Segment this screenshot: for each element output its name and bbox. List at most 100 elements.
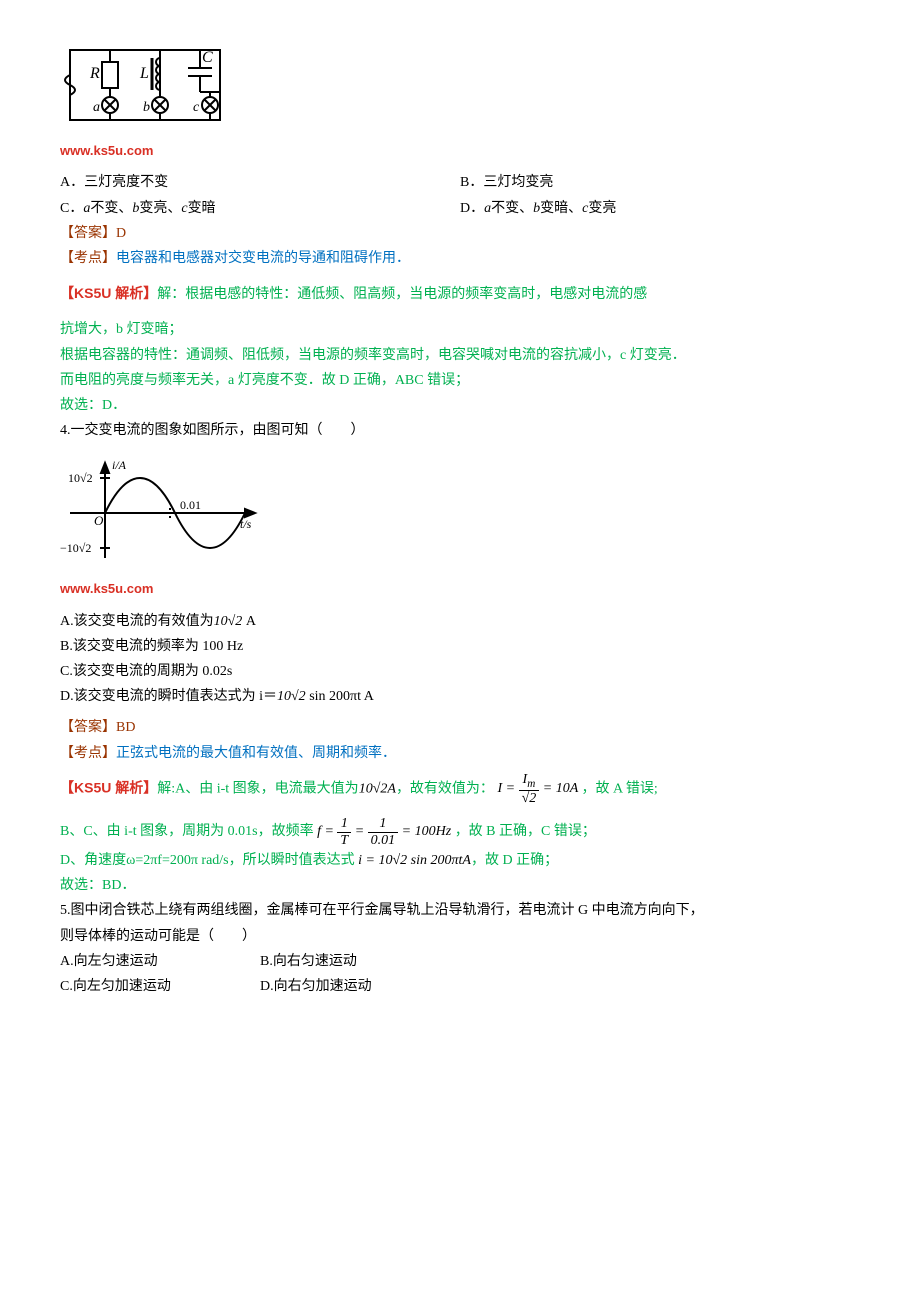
q5-stem-2: 则导体棒的运动可能是（ ） [60, 924, 860, 949]
x-tick: 0.01 [180, 498, 201, 512]
watermark: www.ks5u.com [60, 139, 860, 162]
q3-option-d: D．a不变、b变暗、c变亮 [460, 196, 860, 221]
sub-m: m [527, 778, 535, 790]
formula-i: i = 10√2 sin 200πtA [358, 853, 471, 868]
q4-option-a: A.该交变电流的有效值为10√2 A [60, 609, 860, 634]
q3-options-row1: A．三灯亮度不变 B．三灯均变亮 [60, 170, 860, 195]
q3-option-c: C．a不变、b变亮、c变暗 [60, 196, 460, 221]
an-mid: ，故有效值为： [396, 781, 494, 796]
sine-wave-diagram: i/A t/s 10√2 −10√2 0.01 O [60, 453, 260, 573]
analysis-text: 解：根据电感的特性：通低频、阻高频，当电源的频率变高时，电感对电流的感 [157, 287, 647, 302]
num: 1 [368, 816, 399, 832]
q4-analysis-a: 【KS5U 解析】解:A、由 i-t 图象，电流最大值为10√2A，故有效值为：… [60, 772, 860, 807]
q5-stem-1: 5.图中闭合铁芯上绕有两组线圈，金属棒可在平行金属导轨上沿导轨滑行，若电流计 G… [60, 898, 860, 923]
analysis-label: 【KS5U 解析】 [60, 285, 157, 301]
kaodian-text: 正弦式电流的最大值和有效值、周期和频率． [116, 746, 396, 761]
q3-analysis-line2: 抗增大，b 灯变暗； [60, 317, 860, 342]
an-pre: 解:A、由 i-t 图象，电流最大值为 [157, 781, 358, 796]
answer-label: 【答案】 [60, 226, 116, 241]
opt-pre: D.该交变电流的瞬时值表达式为 i＝ [60, 689, 277, 704]
answer-value: BD [116, 720, 135, 735]
t: 不变、 [90, 201, 132, 216]
q4-stem: 4.一交变电流的图象如图所示，由图可知（ ） [60, 418, 860, 443]
origin-label: O [94, 513, 104, 528]
label-c: c [193, 100, 200, 115]
q5-option-b: B.向右匀速运动 [260, 949, 460, 974]
den: 0.01 [368, 833, 399, 848]
an-post: ，故 D 正确； [471, 853, 558, 868]
kaodian-text: 电容器和电感器对交变电流的导通和阻碍作用． [116, 251, 410, 266]
an-pre: D、角速度ω=2πf=200π rad/s，所以瞬时值表达式 [60, 853, 358, 868]
opt-val: 10√2 [214, 614, 243, 629]
q4-analysis-bc: B、C、由 i-t 图象，周期为 0.01s，故频率 f = 1T = 10.0… [60, 816, 860, 848]
opt-pre: A.该交变电流的有效值为 [60, 614, 214, 629]
t: 变暗、 [540, 201, 582, 216]
an-pre: B、C、由 i-t 图象，周期为 0.01s，故频率 [60, 824, 317, 839]
fraction-1T: 1T [337, 816, 351, 848]
circuit-diagram: R L C a b c [60, 40, 230, 135]
q3-analysis-line4: 而电阻的亮度与频率无关，a 灯亮度不变．故 D 正确，ABC 错误； [60, 368, 860, 393]
q5-options-row1: A.向左匀速运动 B.向右匀速运动 [60, 949, 460, 974]
q3-answer: 【答案】D [60, 221, 860, 246]
an-post: ，故 B 正确，C 错误； [455, 824, 596, 839]
opt-unit: A [242, 614, 256, 629]
an-max: 10√2A [359, 781, 396, 796]
q5-option-c: C.向左匀加速运动 [60, 974, 260, 999]
analysis-label: 【KS5U 解析】 [60, 779, 157, 795]
q4-option-c: C.该交变电流的周期为 0.02s [60, 659, 860, 684]
t: 不变、 [491, 201, 533, 216]
opt-val: 10√2 [277, 689, 306, 704]
q3-analysis-line1: 【KS5U 解析】解：根据电感的特性：通低频、阻高频，当电源的频率变高时，电感对… [60, 281, 860, 307]
opt-text: 三灯均变亮 [483, 175, 553, 190]
y-top-tick: 10√2 [68, 471, 93, 485]
q4-answer: 【答案】BD [60, 715, 860, 740]
label-L: L [139, 65, 149, 82]
label-R: R [89, 65, 100, 82]
kaodian-label: 【考点】 [60, 251, 116, 266]
q4-analysis-d: D、角速度ω=2πf=200π rad/s，所以瞬时值表达式 i = 10√2 … [60, 848, 860, 873]
q3-kaodian: 【考点】电容器和电感器对交变电流的导通和阻碍作用． [60, 246, 860, 271]
denominator: √2 [519, 791, 540, 806]
q3-option-b: B．三灯均变亮 [460, 170, 860, 195]
label-a: a [93, 100, 100, 115]
answer-value: D [116, 226, 126, 241]
eq2: = 10A [539, 781, 578, 796]
t: 变暗 [188, 201, 216, 216]
y-axis-label: i/A [112, 458, 127, 472]
q3-analysis-line5: 故选：D． [60, 393, 860, 418]
q5-option-d: D.向右匀加速运动 [260, 974, 460, 999]
q4-kaodian: 【考点】正弦式电流的最大值和有效值、周期和频率． [60, 741, 860, 766]
formula-f-eq: f = 1T = 10.01 = 100Hz [317, 824, 455, 839]
kaodian-label: 【考点】 [60, 746, 116, 761]
answer-label: 【答案】 [60, 720, 116, 735]
t: 变亮、 [139, 201, 181, 216]
formula-I-eq: I = Im√2 = 10A [497, 781, 581, 796]
num: 1 [337, 816, 351, 832]
q3-analysis-line3: 根据电容器的特性：通调频、阻低频，当电源的频率变高时，电容哭喊对电流的容抗减小，… [60, 343, 860, 368]
q5-options-row2: C.向左匀加速运动 D.向右匀加速运动 [60, 974, 460, 999]
t: 变亮 [588, 201, 616, 216]
eq: = [321, 824, 337, 839]
x-axis-label: t/s [240, 517, 252, 531]
opt-label: D． [460, 201, 484, 216]
watermark-2: www.ks5u.com [60, 577, 860, 600]
opt-text: 三灯亮度不变 [84, 175, 168, 190]
an-post: ，故 A 错误; [582, 781, 658, 796]
opt-label: B． [460, 175, 483, 190]
label-b: b [143, 100, 150, 115]
opt-label: C． [60, 201, 83, 216]
fraction: Im√2 [519, 772, 540, 807]
q3-option-a: A．三灯亮度不变 [60, 170, 460, 195]
q5-option-a: A.向左匀速运动 [60, 949, 260, 974]
numerator: Im [519, 772, 540, 791]
q3-options-row2: C．a不变、b变亮、c变暗 D．a不变、b变暗、c变亮 [60, 196, 860, 221]
label-C: C [202, 49, 213, 66]
q4-option-d: D.该交变电流的瞬时值表达式为 i＝10√2 sin 200πt A [60, 684, 860, 709]
fraction-1-001: 10.01 [368, 816, 399, 848]
opt-post: sin 200πt A [306, 689, 374, 704]
y-bot-tick: −10√2 [60, 541, 91, 555]
opt-label: A． [60, 175, 84, 190]
q4-analysis-end: 故选：BD． [60, 873, 860, 898]
eq2: = 100Hz [398, 824, 451, 839]
eq: = [502, 781, 518, 796]
